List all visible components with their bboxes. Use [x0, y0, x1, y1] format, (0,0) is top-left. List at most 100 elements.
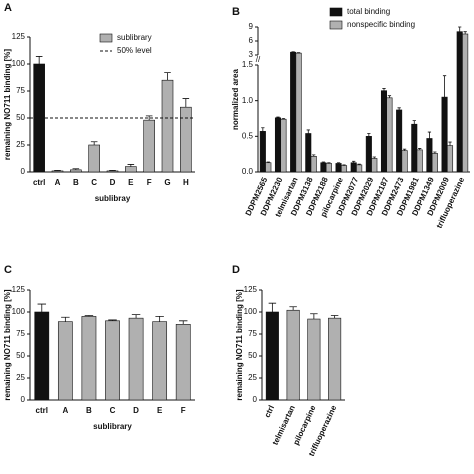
bar: [340, 165, 348, 173]
x-axis-label: sublibrary: [93, 422, 132, 431]
error-bar: [182, 98, 190, 108]
error-bar: [330, 315, 339, 319]
bar: [143, 119, 155, 173]
error-bar: [327, 162, 331, 164]
x-tick-label: C: [91, 178, 97, 187]
x-tick-label: ctrl: [36, 406, 48, 415]
panel-label: B: [232, 6, 240, 18]
bar: [441, 96, 448, 173]
bar: [431, 153, 438, 173]
error-bar: [306, 129, 310, 134]
error-bar: [367, 133, 371, 137]
bar: [401, 150, 408, 173]
y-tick-label: 125: [12, 285, 26, 294]
error-bar: [54, 169, 61, 171]
error-bar: [35, 56, 43, 64]
error-bar: [321, 161, 326, 163]
x-tick-label: F: [147, 178, 152, 187]
y-tick-label: 25: [248, 373, 257, 382]
error-bar: [109, 169, 116, 171]
error-bar: [164, 72, 171, 81]
bar: [265, 311, 279, 401]
error-bar: [84, 315, 94, 317]
y-tick-label: 75: [16, 86, 25, 95]
bar: [328, 317, 342, 401]
bar: [335, 163, 342, 173]
panel-label: A: [4, 2, 12, 14]
bar: [462, 33, 469, 173]
y-tick-label: 50: [16, 351, 25, 360]
bar: [325, 163, 332, 173]
error-bar: [427, 131, 432, 139]
y-tick-label: 0: [21, 167, 26, 176]
y-axis-label: remaining NO711 binding [%]: [3, 49, 12, 160]
bar: [81, 316, 97, 401]
panel-label: D: [232, 264, 240, 276]
error-bar: [276, 116, 280, 118]
y-axis-label: remaining NO711 binding [%]: [3, 289, 12, 400]
error-bar: [127, 164, 135, 167]
bar: [274, 117, 282, 173]
error-bar: [402, 148, 407, 151]
error-bar: [342, 164, 346, 166]
error-bar: [268, 302, 277, 312]
error-bar: [433, 151, 437, 154]
y-tick-label: 1.0: [242, 96, 254, 105]
bar: [280, 118, 287, 173]
error-bar: [397, 107, 401, 110]
y-tick-label: 50: [16, 113, 25, 122]
y-tick-label: 0.0: [242, 167, 254, 176]
bar: [128, 317, 144, 401]
x-axis-label: sublibray: [95, 194, 131, 203]
error-bar: [352, 160, 356, 163]
error-bar: [289, 306, 297, 311]
error-bar: [90, 141, 98, 145]
y-tick-label: 9: [249, 22, 254, 31]
error-bar: [372, 156, 376, 159]
bar: [386, 97, 393, 173]
y-tick-label: 3: [249, 50, 254, 59]
error-bar: [72, 168, 80, 170]
y-tick-label: 0.5: [242, 131, 254, 140]
x-tick-label: ctrl: [33, 178, 45, 187]
x-tick-label: A: [55, 178, 61, 187]
y-tick-label: 100: [12, 59, 26, 68]
legend-swatch: [329, 20, 343, 30]
legend-label: 50% level: [117, 46, 152, 55]
bar: [57, 321, 73, 401]
x-tick-label: E: [128, 178, 134, 187]
bar: [88, 144, 100, 173]
bar: [356, 164, 363, 173]
x-tick-label: B: [86, 406, 92, 415]
bar: [396, 109, 403, 173]
error-bar: [178, 320, 188, 325]
x-tick-label: E: [157, 406, 163, 415]
error-bar: [310, 313, 318, 320]
bar: [290, 51, 297, 173]
legend-swatch: [99, 33, 113, 43]
error-bar: [458, 26, 462, 32]
error-bar: [37, 303, 47, 312]
y-tick-label: 50: [248, 351, 257, 360]
bar: [286, 309, 300, 401]
error-bar: [281, 118, 286, 120]
error-bar: [442, 75, 447, 98]
y-tick-label: 100: [12, 307, 26, 316]
bar: [161, 79, 174, 173]
bar: [307, 318, 321, 401]
y-tick-label: 75: [248, 329, 257, 338]
bar: [152, 321, 168, 401]
bar: [180, 106, 192, 173]
x-tick-label: H: [183, 178, 189, 187]
bar: [34, 311, 50, 401]
x-tick-label: G: [164, 178, 170, 187]
x-tick-label: ctrl: [263, 404, 276, 419]
y-tick-label: 0: [21, 395, 26, 404]
y-tick-label: 100: [244, 307, 258, 316]
bar: [446, 145, 454, 173]
error-bar: [448, 141, 452, 146]
bar: [310, 156, 317, 173]
legend-label: sublibrary: [117, 33, 152, 42]
bar: [416, 149, 423, 173]
